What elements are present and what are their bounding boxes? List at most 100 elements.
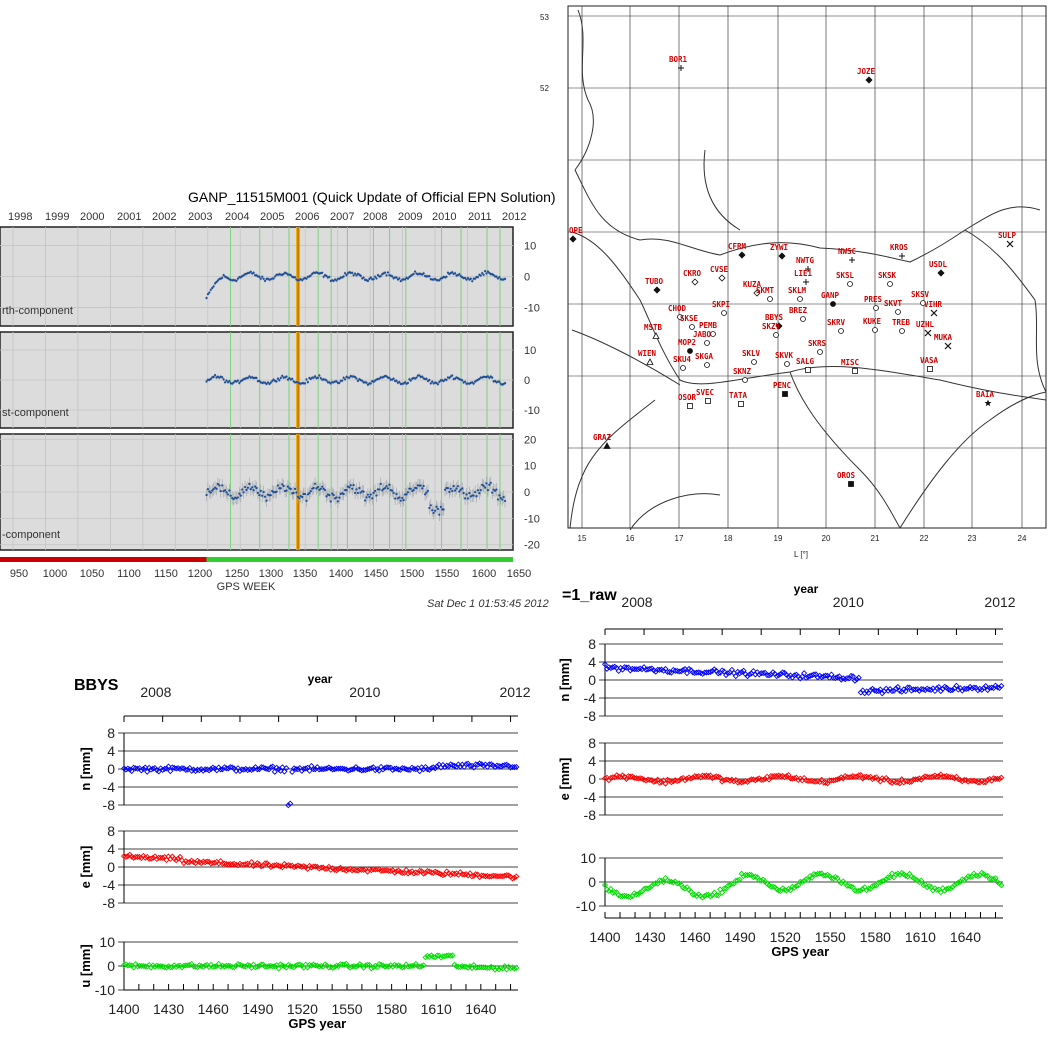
panel-a-point xyxy=(361,379,364,382)
panel-c-bbys-point xyxy=(368,965,375,972)
station-label: SKMT xyxy=(756,286,775,295)
panel-d-raw-point xyxy=(765,672,773,679)
panel-a-point xyxy=(395,276,398,279)
panel-d-raw-point xyxy=(601,661,609,668)
panel-c-bbys-point xyxy=(381,867,388,874)
panel-a-point xyxy=(359,491,362,494)
panel-d-raw-point xyxy=(723,672,730,679)
map-x-tick-label: 22 xyxy=(920,534,929,543)
panel-d-raw-point xyxy=(635,775,642,782)
map-station: GRAZ xyxy=(593,433,612,449)
panel-c-bbys-point xyxy=(289,768,296,775)
station-label: SULP xyxy=(998,231,1017,240)
panel-d-raw-point xyxy=(984,686,991,694)
panel-a-x-tick-label: 1200 xyxy=(188,568,212,580)
panel-c-bbys-point xyxy=(167,964,174,971)
panel-d-raw-point xyxy=(609,774,616,781)
panel-d-raw-point xyxy=(959,687,966,694)
panel-a-point xyxy=(451,489,454,493)
station-label: SKVK xyxy=(775,351,794,360)
panel-a-point xyxy=(399,499,402,502)
panel-d-raw-point xyxy=(682,885,689,892)
panel-c-bbys-point xyxy=(511,965,518,972)
map-x-tick-label: 23 xyxy=(968,534,977,543)
panel-d-raw-point xyxy=(787,887,794,894)
panel-a-point xyxy=(485,272,488,275)
panel-d-raw-point xyxy=(658,779,665,786)
station-label: SKSL xyxy=(836,271,855,280)
station-marker xyxy=(944,342,952,350)
map-station: SULP xyxy=(998,231,1017,248)
panel-d-raw-point xyxy=(892,779,899,786)
panel-d-raw-point xyxy=(805,876,812,884)
panel-c-bbys-point xyxy=(161,765,168,772)
panel-a-point xyxy=(458,490,461,493)
panel-c-bbys-year-tick-label: 2010 xyxy=(349,684,380,700)
panel-a-y-tick-label: 10 xyxy=(524,345,536,357)
panel-d-raw-point xyxy=(652,778,659,785)
panel-d-raw-x-tick-label: 1490 xyxy=(725,929,756,945)
panel-c-bbys-point xyxy=(364,961,371,968)
panel-d-raw-point xyxy=(955,879,962,886)
panel-d-raw-point xyxy=(721,668,728,675)
panel-c-bbys-point xyxy=(142,764,149,771)
panel-a-point xyxy=(468,491,471,495)
panel-c-bbys-point xyxy=(443,952,450,959)
panel-c-bbys-point xyxy=(466,762,474,769)
panel-a-point xyxy=(239,494,242,497)
panel-a-point xyxy=(222,273,225,277)
panel-d-raw-point xyxy=(773,673,780,680)
panel-c-bbys-point xyxy=(227,764,234,771)
panel-c-bbys-point xyxy=(339,765,346,772)
panel-a-point xyxy=(452,485,455,488)
panel-a-point xyxy=(236,496,240,499)
panel-d-raw-point xyxy=(914,776,921,783)
panel-a-point xyxy=(215,487,218,490)
panel-c-bbys-point xyxy=(345,866,352,873)
station-marker xyxy=(930,309,938,317)
station-marker xyxy=(738,251,746,259)
panel-a-y-tick-label: -10 xyxy=(524,302,540,314)
panel-d-raw-point xyxy=(855,674,862,681)
station-marker xyxy=(753,289,761,297)
panel-d-raw-subplot: 10 0 -10 xyxy=(576,850,1005,914)
panel-c-bbys-point xyxy=(416,768,423,775)
panel-c-bbys-point xyxy=(271,963,278,970)
station-marker xyxy=(775,322,783,330)
panel-c-bbys-point xyxy=(149,854,157,861)
panel-c-bbys-point xyxy=(169,764,176,771)
panel-d-raw-point xyxy=(707,893,714,900)
panel-c-bbys-point xyxy=(134,765,141,772)
panel-a-point xyxy=(449,487,452,490)
panel-a-point xyxy=(205,296,208,300)
panel-c-bbys-point xyxy=(250,862,257,870)
panel-d-raw-point xyxy=(906,779,913,786)
panel-c-bbys-point xyxy=(190,963,197,970)
panel-c-bbys-point xyxy=(327,866,334,873)
station-marker xyxy=(838,328,844,334)
panel-a-point xyxy=(276,484,280,487)
panel-c-bbys-y-tick-label: -4 xyxy=(103,877,116,893)
panel-c-bbys-point xyxy=(480,872,487,879)
panel-d-raw-point xyxy=(992,875,999,882)
panel-a-point xyxy=(205,380,208,383)
panel-a-point xyxy=(496,277,500,280)
panel-c-bbys-point xyxy=(138,962,145,969)
panel-c-bbys-point xyxy=(275,862,282,869)
panel-a-point xyxy=(372,278,375,281)
panel-a-point xyxy=(325,379,328,382)
panel-a-point xyxy=(275,490,278,493)
map-station: CVSE xyxy=(710,265,729,282)
panel-d-raw-point xyxy=(834,776,841,783)
panel-a-point xyxy=(438,380,441,383)
panel-c-bbys-point xyxy=(403,866,410,873)
map-station: BOR1 xyxy=(669,55,688,71)
panel-d-raw-point xyxy=(888,688,896,695)
panel-a-point xyxy=(213,374,217,377)
panel-d-raw-point xyxy=(621,664,628,671)
panel-d-raw-point xyxy=(941,887,948,894)
panel-d-raw-y-tick-label: -10 xyxy=(576,898,596,914)
panel-a-point xyxy=(448,376,451,379)
panel-c-bbys-y-tick-label: -8 xyxy=(103,797,116,813)
panel-d-raw-y-tick-label: 0 xyxy=(588,672,596,688)
